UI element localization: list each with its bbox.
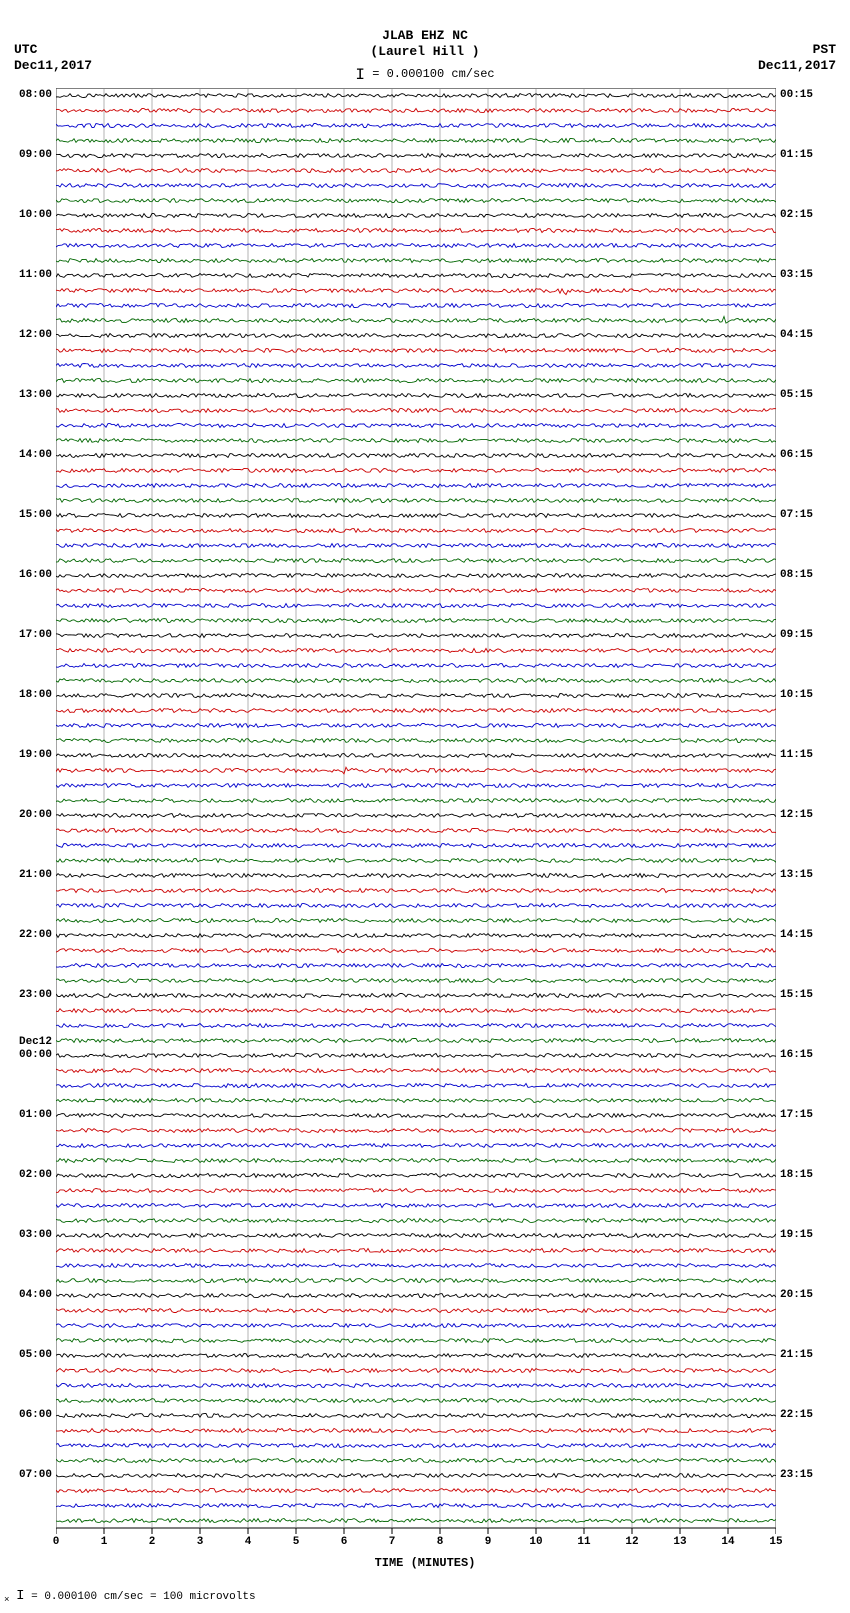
right-hour-label: 23:15 xyxy=(780,1469,813,1481)
left-hour-label: 11:00 xyxy=(2,269,52,281)
right-hour-label: 00:15 xyxy=(780,89,813,101)
seismogram-svg xyxy=(56,88,776,1538)
right-hour-label: 14:15 xyxy=(780,929,813,941)
right-hour-label: 17:15 xyxy=(780,1109,813,1121)
left-hour-label: 00:00 xyxy=(2,1049,52,1061)
right-hour-label: 03:15 xyxy=(780,269,813,281)
timezone-left: UTC xyxy=(14,42,37,57)
day-rollover-label: Dec12 xyxy=(2,1036,52,1048)
scale-indicator: I = 0.000100 cm/sec xyxy=(0,64,850,82)
right-hour-label: 11:15 xyxy=(780,749,813,761)
right-hour-label: 01:15 xyxy=(780,149,813,161)
left-hour-label: 15:00 xyxy=(2,509,52,521)
x-tick-label: 12 xyxy=(625,1536,638,1548)
x-tick-label: 14 xyxy=(721,1536,734,1548)
seismogram-container: JLAB EHZ NC (Laurel Hill ) I = 0.000100 … xyxy=(0,0,850,1613)
x-tick-label: 13 xyxy=(673,1536,686,1548)
left-hour-label: 04:00 xyxy=(2,1289,52,1301)
left-hour-label: 19:00 xyxy=(2,749,52,761)
left-hour-label: 22:00 xyxy=(2,929,52,941)
right-hour-label: 19:15 xyxy=(780,1229,813,1241)
left-hour-label: 18:00 xyxy=(2,689,52,701)
x-tick-label: 0 xyxy=(53,1536,60,1548)
timezone-right: PST xyxy=(813,42,836,57)
x-tick-label: 9 xyxy=(485,1536,492,1548)
right-hour-label: 05:15 xyxy=(780,389,813,401)
date-left: Dec11,2017 xyxy=(14,58,92,73)
left-hour-label: 02:00 xyxy=(2,1169,52,1181)
station-location: (Laurel Hill ) xyxy=(0,44,850,59)
right-hour-label: 10:15 xyxy=(780,689,813,701)
footer-scale: × I = 0.000100 cm/sec = 100 microvolts xyxy=(4,1588,256,1605)
x-tick-label: 4 xyxy=(245,1536,252,1548)
left-hour-label: 20:00 xyxy=(2,809,52,821)
x-tick-label: 8 xyxy=(437,1536,444,1548)
right-hour-label: 09:15 xyxy=(780,629,813,641)
x-axis-label: TIME (MINUTES) xyxy=(0,1556,850,1570)
date-right: Dec11,2017 xyxy=(758,58,836,73)
left-hour-label: 06:00 xyxy=(2,1409,52,1421)
left-hour-label: 21:00 xyxy=(2,869,52,881)
right-hour-label: 15:15 xyxy=(780,989,813,1001)
right-hour-label: 07:15 xyxy=(780,509,813,521)
left-hour-label: 03:00 xyxy=(2,1229,52,1241)
left-hour-label: 09:00 xyxy=(2,149,52,161)
right-hour-label: 22:15 xyxy=(780,1409,813,1421)
left-hour-label: 17:00 xyxy=(2,629,52,641)
right-hour-label: 06:15 xyxy=(780,449,813,461)
x-tick-label: 15 xyxy=(769,1536,782,1548)
left-hour-label: 23:00 xyxy=(2,989,52,1001)
right-hour-label: 08:15 xyxy=(780,569,813,581)
x-tick-label: 10 xyxy=(529,1536,542,1548)
x-tick-label: 6 xyxy=(341,1536,348,1548)
right-hour-label: 20:15 xyxy=(780,1289,813,1301)
left-hour-label: 14:00 xyxy=(2,449,52,461)
left-hour-label: 05:00 xyxy=(2,1349,52,1361)
x-tick-label: 2 xyxy=(149,1536,156,1548)
left-hour-label: 07:00 xyxy=(2,1469,52,1481)
left-hour-label: 08:00 xyxy=(2,89,52,101)
right-hour-label: 04:15 xyxy=(780,329,813,341)
right-hour-label: 21:15 xyxy=(780,1349,813,1361)
left-hour-label: 10:00 xyxy=(2,209,52,221)
right-hour-label: 13:15 xyxy=(780,869,813,881)
right-hour-label: 12:15 xyxy=(780,809,813,821)
x-tick-label: 3 xyxy=(197,1536,204,1548)
right-hour-label: 02:15 xyxy=(780,209,813,221)
station-code: JLAB EHZ NC xyxy=(0,28,850,43)
x-tick-label: 5 xyxy=(293,1536,300,1548)
left-hour-label: 13:00 xyxy=(2,389,52,401)
x-tick-label: 7 xyxy=(389,1536,396,1548)
right-hour-label: 18:15 xyxy=(780,1169,813,1181)
left-hour-label: 12:00 xyxy=(2,329,52,341)
left-hour-label: 01:00 xyxy=(2,1109,52,1121)
plot-area xyxy=(56,88,776,1528)
right-hour-label: 16:15 xyxy=(780,1049,813,1061)
x-tick-label: 11 xyxy=(577,1536,590,1548)
left-hour-label: 16:00 xyxy=(2,569,52,581)
x-tick-label: 1 xyxy=(101,1536,108,1548)
